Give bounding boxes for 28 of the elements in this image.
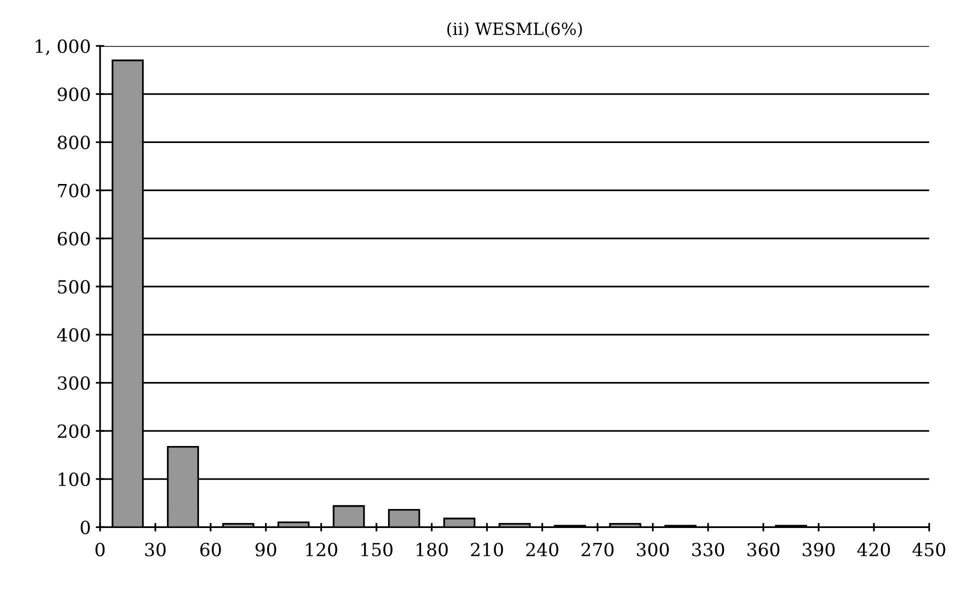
x-tick-label: 0 [96, 542, 105, 556]
x-tick-label: 360 [748, 542, 780, 556]
y-tick-label: 200 [58, 424, 90, 438]
chart-title: (ii) WESML(6%) [447, 22, 582, 38]
x-tick-label: 390 [802, 542, 835, 556]
y-tick-label: 500 [58, 280, 90, 294]
x-tick-label: 270 [582, 542, 614, 556]
x-tick-label: 210 [470, 542, 504, 556]
y-tick-label: 1, 000 [36, 39, 90, 56]
y-tick-label: 900 [58, 88, 90, 102]
x-tick-label: 300 [636, 542, 669, 556]
x-tick-label: 60 [200, 542, 221, 556]
y-tick-label: 400 [57, 328, 90, 342]
y-tick-label: 0 [80, 520, 90, 534]
x-tick-label: 450 [912, 542, 946, 556]
x-tick-label: 330 [692, 542, 724, 556]
x-tick-label: 90 [256, 542, 276, 556]
y-tick-label: 600 [58, 232, 90, 246]
x-tick-label: 30 [145, 542, 166, 556]
y-tick-label: 300 [58, 376, 90, 390]
x-tick-label: 180 [416, 542, 448, 556]
y-tick-label: 800 [58, 136, 90, 150]
x-tick-label: 120 [306, 542, 338, 556]
x-tick-label: 240 [526, 542, 558, 556]
x-tick-label: 420 [857, 542, 890, 556]
x-tick-label: 150 [361, 542, 392, 556]
y-tick-label: 100 [58, 472, 90, 486]
y-tick-label: 700 [58, 184, 90, 198]
